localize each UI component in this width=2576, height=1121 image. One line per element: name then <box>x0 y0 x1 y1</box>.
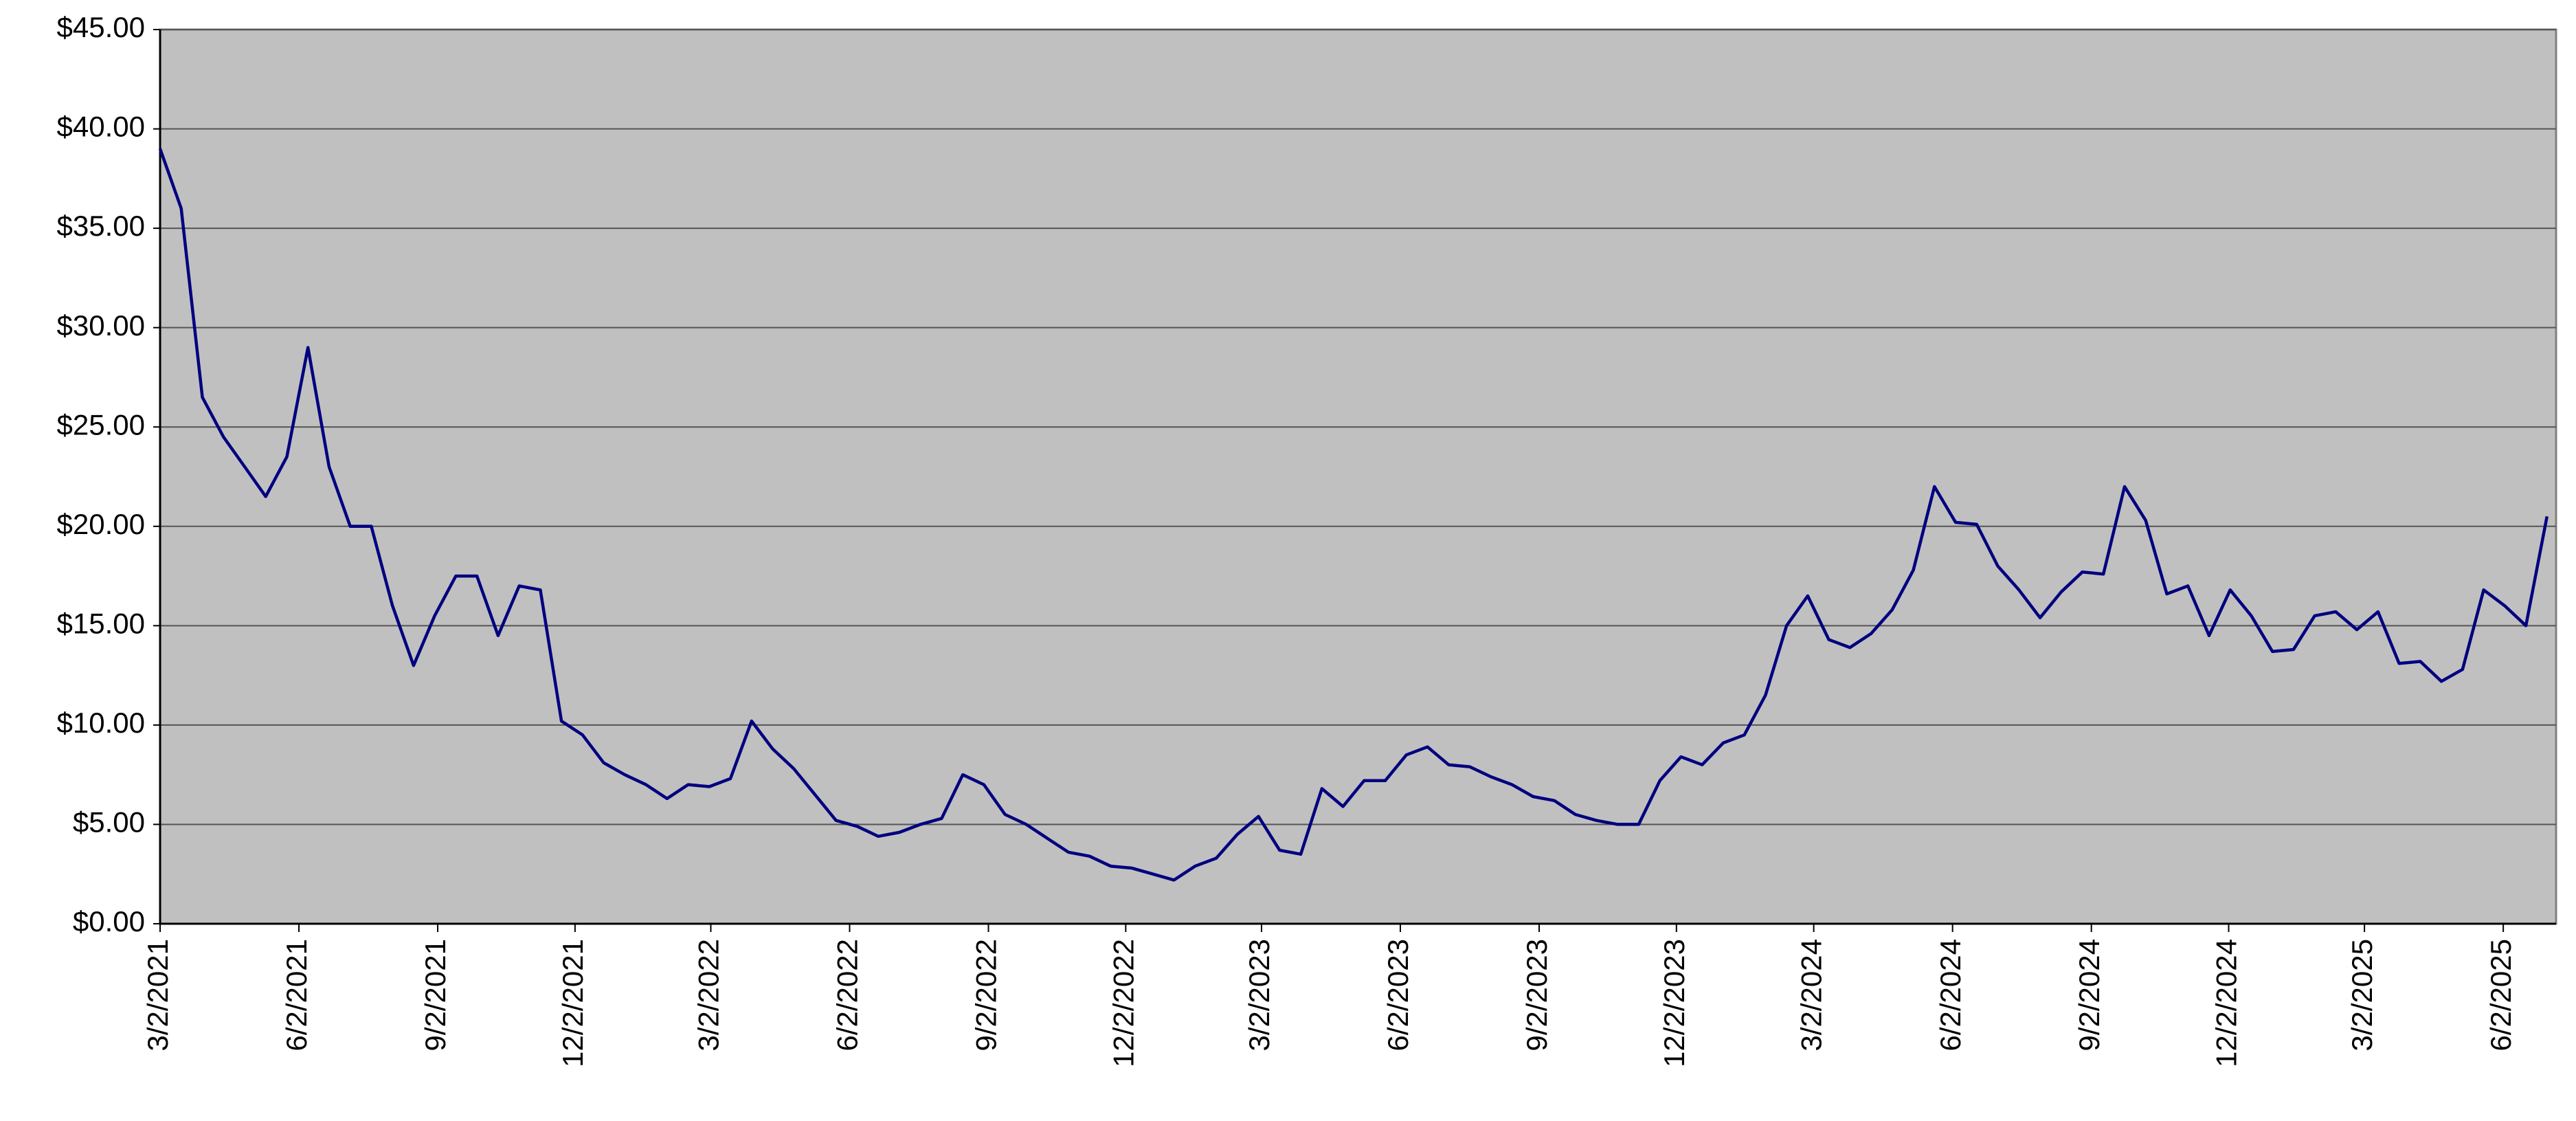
x-tick-label: 9/2/2024 <box>2073 939 2105 1052</box>
y-tick-label: $30.00 <box>57 309 145 342</box>
y-tick-label: $15.00 <box>57 607 145 639</box>
x-tick-label: 9/2/2022 <box>970 939 1003 1052</box>
x-tick-label: 6/2/2024 <box>1934 939 1967 1052</box>
x-tick-label: 6/2/2022 <box>831 939 864 1052</box>
y-tick-label: $35.00 <box>57 210 145 242</box>
y-tick-label: $5.00 <box>73 806 145 839</box>
x-tick-label: 3/2/2024 <box>1795 939 1828 1052</box>
x-tick-label: 12/2/2021 <box>557 939 589 1067</box>
y-tick-label: $25.00 <box>57 408 145 441</box>
price-line <box>158 148 2549 882</box>
x-tick-label: 6/2/2025 <box>2485 939 2517 1052</box>
x-tick-label: 3/2/2022 <box>693 939 725 1052</box>
y-tick-label: $0.00 <box>73 905 145 937</box>
x-tick-label: 6/2/2023 <box>1382 939 1414 1052</box>
y-tick-label: $10.00 <box>57 707 145 739</box>
x-tick-label: 3/2/2023 <box>1243 939 1275 1052</box>
x-tick-label: 9/2/2021 <box>419 939 451 1052</box>
x-tick-label: 12/2/2024 <box>2210 939 2243 1067</box>
x-tick-label: 3/2/2021 <box>142 939 174 1052</box>
x-tick-label: 6/2/2021 <box>280 939 313 1052</box>
y-tick-label: $40.00 <box>57 111 145 143</box>
x-tick-label: 9/2/2023 <box>1521 939 1553 1052</box>
y-tick-label: $20.00 <box>57 508 145 540</box>
plot-area <box>159 28 2557 925</box>
x-tick-label: 3/2/2025 <box>2346 939 2378 1052</box>
x-tick-label: 12/2/2022 <box>1107 939 1139 1067</box>
y-tick-label: $45.00 <box>57 11 145 43</box>
x-tick-label: 12/2/2023 <box>1658 939 1690 1067</box>
